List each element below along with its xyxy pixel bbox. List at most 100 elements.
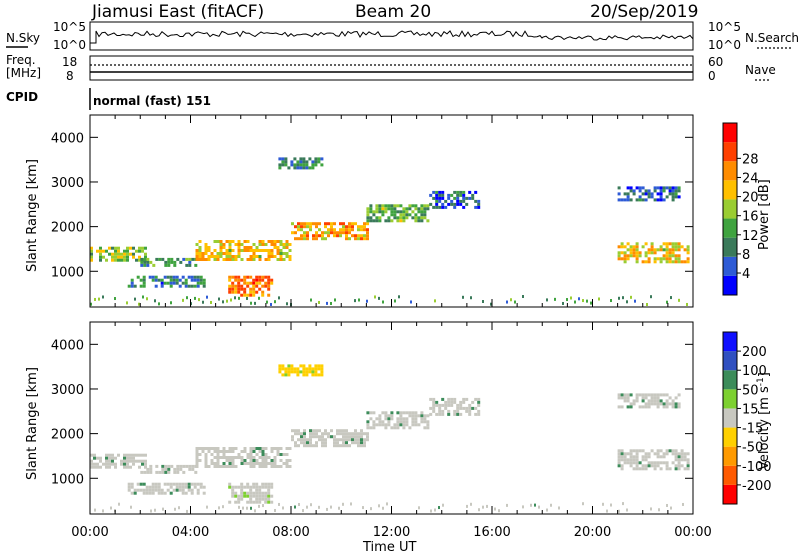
echo-cell xyxy=(232,447,235,450)
echo-cell xyxy=(333,435,336,438)
beam-title: Beam 20 xyxy=(355,2,431,22)
echo-cell xyxy=(161,282,164,285)
echo-cell xyxy=(366,216,369,219)
echo-cell xyxy=(321,444,324,447)
echo-region xyxy=(291,222,369,240)
echo-cell xyxy=(663,254,666,257)
echo-cell xyxy=(657,186,660,189)
echo-cell xyxy=(387,420,390,423)
echo-cell xyxy=(318,438,321,441)
echo-cell xyxy=(200,279,203,282)
echo-cell xyxy=(229,246,232,249)
echo-cell xyxy=(405,420,408,423)
echo-cell xyxy=(290,364,293,367)
echo-cell xyxy=(108,253,111,256)
echo-cell xyxy=(390,207,393,210)
colorbar-swatch xyxy=(723,351,737,370)
echo-cell xyxy=(258,492,261,495)
echo-cell xyxy=(506,504,508,507)
echo-cell xyxy=(417,210,420,213)
echo-cell xyxy=(135,460,138,463)
echo-cell xyxy=(429,194,432,197)
echo-cell xyxy=(102,509,104,512)
echo-cell xyxy=(132,247,135,250)
echo-cell xyxy=(324,432,327,435)
echo-cell xyxy=(408,411,411,414)
echo-cell xyxy=(252,294,255,297)
echo-cell xyxy=(186,510,188,513)
colorbar-swatch xyxy=(723,466,737,485)
echo-cell xyxy=(306,506,308,509)
echo-cell xyxy=(218,298,220,301)
echo-cell xyxy=(360,438,363,441)
echo-cell xyxy=(314,160,317,163)
echo-cell xyxy=(149,261,152,264)
echo-cell xyxy=(249,489,252,492)
cpid-label: CPID xyxy=(6,90,38,104)
echo-cell xyxy=(232,450,235,453)
echo-cell xyxy=(173,471,176,474)
echo-cell xyxy=(444,206,447,209)
echo-cell xyxy=(306,444,309,447)
echo-cell xyxy=(618,297,620,300)
echo-cell xyxy=(366,420,369,423)
echo-cell xyxy=(399,210,402,213)
echo-cell xyxy=(141,463,144,466)
echo-cell xyxy=(318,234,321,237)
echo-cell xyxy=(179,285,182,288)
echo-cell xyxy=(244,447,247,450)
echo-cell xyxy=(161,471,164,474)
echo-cell xyxy=(650,507,652,510)
time-tick-label: 00:00 xyxy=(71,525,108,540)
echo-cell xyxy=(435,191,438,194)
echo-cell xyxy=(252,285,255,288)
echo-cell xyxy=(302,367,305,370)
echo-cell xyxy=(243,486,246,489)
echo-cell xyxy=(214,255,217,258)
echo-cell xyxy=(336,231,339,234)
echo-cell xyxy=(255,492,258,495)
echo-cell xyxy=(185,465,188,468)
echo-cell xyxy=(470,503,472,506)
echo-region xyxy=(140,465,197,474)
time-tick-label: 00:00 xyxy=(674,525,711,540)
echo-cell xyxy=(154,299,156,302)
echo-cell xyxy=(354,441,357,444)
echo-cell xyxy=(170,258,173,261)
echo-cell xyxy=(627,405,630,408)
echo-cell xyxy=(681,458,684,461)
echo-cell xyxy=(105,250,108,253)
echo-cell xyxy=(678,393,681,396)
echo-cell xyxy=(633,461,636,464)
echo-cell xyxy=(261,495,264,498)
echo-cell xyxy=(141,460,144,463)
echo-cell xyxy=(405,210,408,213)
echo-cell xyxy=(259,258,262,261)
echo-cell xyxy=(243,492,246,495)
echo-cell xyxy=(396,411,399,414)
echo-cell xyxy=(648,251,651,254)
echo-cell xyxy=(246,486,249,489)
echo-cell xyxy=(570,296,572,299)
echo-region xyxy=(618,242,690,263)
colorbar-swatch xyxy=(723,276,737,295)
echo-cell xyxy=(420,213,423,216)
echo-cell xyxy=(223,465,226,468)
echo-cell xyxy=(138,454,141,457)
echo-cell xyxy=(321,435,324,438)
time-tick-label: 20:00 xyxy=(574,525,611,540)
echo-cell xyxy=(411,204,414,207)
echo-cell xyxy=(477,203,480,206)
echo-cell xyxy=(188,285,191,288)
echo-cell xyxy=(381,411,384,414)
echo-cell xyxy=(293,166,296,169)
echo-cell xyxy=(462,200,465,203)
echo-cell xyxy=(146,468,149,471)
echo-cell xyxy=(105,460,108,463)
echo-cell xyxy=(402,216,405,219)
echo-cell xyxy=(672,251,675,254)
echo-cell xyxy=(250,459,253,462)
echo-cell xyxy=(173,261,176,264)
echo-cell xyxy=(134,492,137,495)
echo-cell xyxy=(264,495,267,498)
